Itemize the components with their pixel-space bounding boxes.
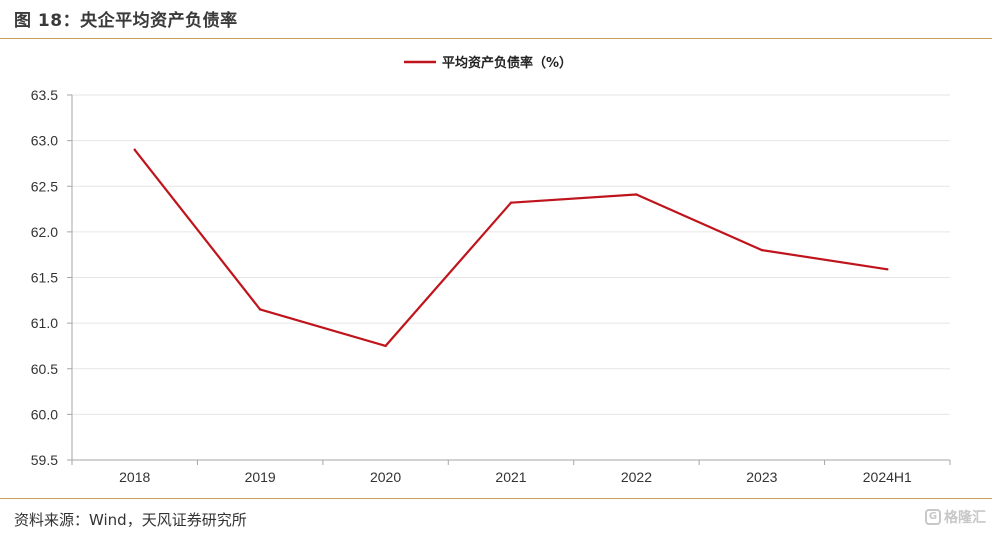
- data-point: [760, 248, 764, 252]
- y-tick-label: 63.5: [31, 87, 58, 103]
- x-tick-label: 2024H1: [863, 469, 912, 485]
- x-tick-label: 2019: [245, 469, 276, 485]
- y-tick-label: 61.0: [31, 315, 58, 331]
- data-point: [509, 201, 513, 204]
- series-layer: [133, 148, 889, 348]
- axes: [67, 94, 951, 465]
- data-point: [886, 268, 889, 271]
- watermark-logo-icon: G: [925, 509, 941, 525]
- watermark-text: 格隆汇: [944, 510, 986, 526]
- x-tick-labels: 2018 2019 2020 2021 2022 2023 2024H1: [119, 469, 912, 485]
- grid-lines: [72, 94, 950, 415]
- y-tick-labels: 59.5 60.0 60.5 61.0 61.5 62.0 62.5 63.0 63.5: [31, 87, 58, 468]
- watermark: G 格隆汇: [925, 507, 986, 527]
- x-tick-label: 2018: [119, 469, 150, 485]
- x-tick-label: 2021: [495, 469, 526, 485]
- y-tick-label: 61.5: [31, 270, 58, 286]
- legend: 平均资产负债率（%）: [404, 55, 572, 71]
- data-point: [258, 308, 262, 311]
- y-tick-label: 62.0: [31, 224, 58, 240]
- title-divider: [0, 38, 992, 39]
- x-tick-label: 2023: [746, 469, 777, 485]
- y-tick-label: 62.5: [31, 178, 58, 194]
- y-tick-label: 63.0: [31, 133, 58, 149]
- y-tick-label: 59.5: [31, 452, 58, 468]
- source-note: 资料来源：Wind，天风证券研究所: [14, 511, 247, 529]
- figure-title: 图 18：央企平均资产负债率: [14, 11, 238, 31]
- y-tick-label: 60.5: [31, 361, 58, 377]
- x-tick-label: 2022: [621, 469, 652, 485]
- data-point: [384, 344, 387, 348]
- data-point: [635, 193, 638, 196]
- x-tick-label: 2020: [370, 469, 401, 485]
- y-tick-label: 60.0: [31, 406, 58, 422]
- legend-label: 平均资产负债率（%）: [442, 55, 572, 71]
- series-line: [133, 149, 888, 347]
- data-point: [133, 148, 136, 151]
- source-divider: [0, 498, 992, 499]
